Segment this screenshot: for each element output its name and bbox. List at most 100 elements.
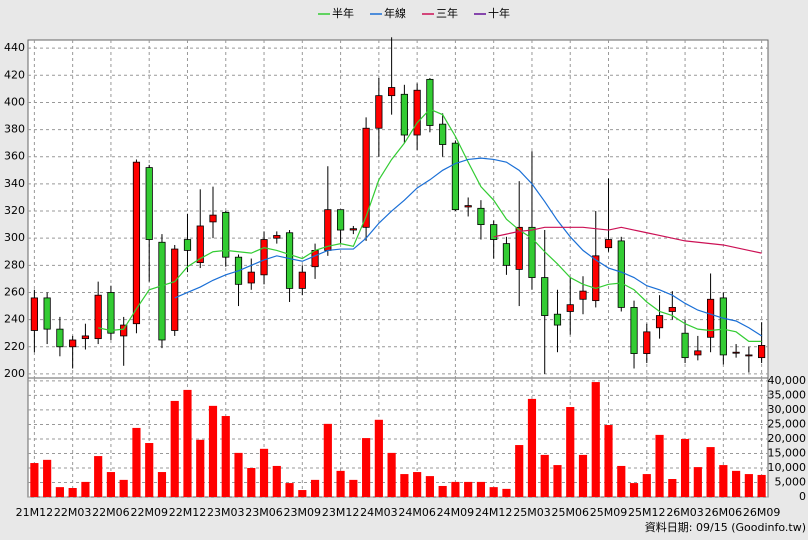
candle-body [209,214,217,223]
volume-bar [349,479,358,497]
volume-bar [680,438,690,497]
candle-body [171,248,179,331]
volume-bar [336,470,345,497]
x-tick-label: 26M09 [743,506,781,519]
volume-bar [438,485,447,497]
x-tick-label: 24M12 [475,506,513,519]
candle-body [273,235,281,239]
y-tick-label: 360 [4,150,25,163]
candle-body [515,226,523,270]
volume-bar [106,472,116,497]
candle-body [643,331,651,354]
candle-body [81,335,90,340]
candle-body [490,224,498,240]
volume-bar [527,398,537,497]
x-tick-label: 23M03 [207,506,245,519]
volume-bar [145,443,154,497]
candle-body [349,228,357,231]
volume-tick-label: 15,000 [768,446,807,459]
volume-bar [464,481,473,497]
x-tick-label: 24M06 [398,506,436,519]
volume-bar [400,474,409,497]
candle-body [528,226,536,278]
volume-bar [732,470,741,497]
candle-body [336,209,345,231]
x-tick-label: 22M06 [92,506,130,519]
volume-bar [81,481,90,497]
volume-bar [30,463,39,497]
candle-body [502,243,511,266]
candle-body [324,209,332,251]
y-tick-label: 220 [4,340,25,353]
volume-bar [272,465,281,497]
candle-body [719,297,727,356]
candle-body [145,167,153,240]
volume-bar [744,474,753,497]
volume-bar [43,459,52,497]
y-tick-label: 300 [4,231,25,244]
candle-body [477,207,485,226]
x-tick-label: 24M03 [360,506,398,519]
y-tick-label: 420 [4,68,25,81]
legend-label: 半年 [332,6,354,20]
candle-body [222,211,230,258]
volume-bar [515,445,524,497]
candle-body [196,225,204,264]
volume-bar [310,479,320,497]
volume-bar [425,476,434,497]
candle-body [566,304,574,312]
candle-body [732,351,740,354]
volume-bar [374,419,383,497]
volume-bar [413,472,422,497]
volume-tick-label: 0 [799,490,806,503]
volume-bar [208,405,218,497]
y-tick-label: 260 [4,285,25,298]
volume-bar [259,448,269,497]
volume-bar [655,434,664,497]
x-tick-label: 23M06 [245,506,283,519]
volume-bar [157,472,167,497]
volume-bar [757,474,766,497]
candle-body [579,290,587,300]
candle-body [758,345,766,359]
volume-tick-label: 25,000 [768,417,807,430]
volume-bar [55,487,64,497]
legend-label: 三年 [436,6,458,20]
x-tick-label: 21M12 [16,506,54,519]
candle-body [400,93,408,136]
volume-bar [489,487,498,497]
volume-tick-label: 10,000 [768,461,807,474]
y-tick-label: 280 [4,258,25,271]
volume-bar [540,454,549,497]
volume-bar [668,479,677,497]
volume-bar [617,465,626,497]
candle-body [132,161,141,325]
volume-bar [591,382,600,497]
volume-bar [451,481,460,497]
volume-bar [221,416,230,497]
x-tick-label: 25M09 [590,506,628,519]
legend-label: 年線 [384,6,406,20]
ma-line [493,226,762,254]
volume-tick-label: 40,000 [768,374,807,387]
y-tick-label: 400 [4,95,25,108]
candle-body [745,354,753,357]
candle-body [439,123,447,145]
ma-line [174,157,762,337]
candle-body [56,328,64,348]
volume-bar [387,452,396,497]
y-tick-label: 320 [4,204,25,217]
candle-body [362,127,370,228]
volume-tick-label: 5,000 [775,475,807,488]
candle-body [681,332,689,359]
candle-body [655,315,664,329]
candle-body [298,271,306,289]
candle-body [464,205,472,208]
volume-bar [706,447,715,497]
candle-body [94,294,102,340]
candle-body [617,240,625,308]
x-tick-label: 23M12 [322,506,360,519]
candle-body [630,307,638,354]
x-tick-label: 22M09 [130,506,168,519]
x-tick-label: 22M12 [169,506,207,519]
